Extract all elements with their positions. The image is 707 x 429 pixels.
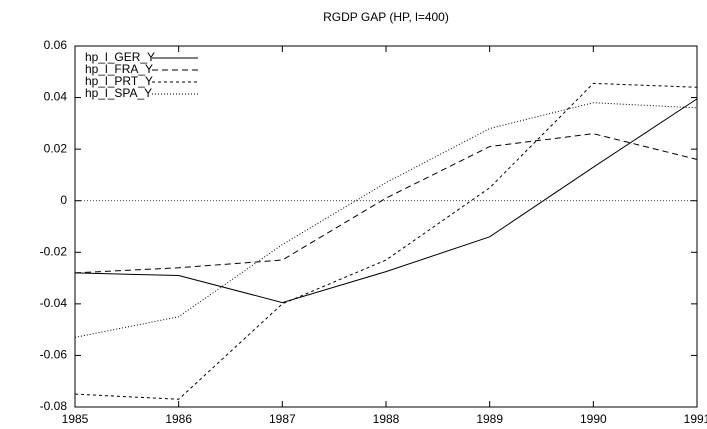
chart-title: RGDP GAP (HP, l=400)	[323, 10, 449, 24]
y-tick-label: -0.02	[40, 244, 68, 258]
x-tick-label: 1988	[373, 412, 400, 426]
y-tick-label: -0.06	[40, 348, 68, 362]
x-tick-label: 1991	[684, 412, 707, 426]
x-tick-label: 1990	[580, 412, 607, 426]
y-tick-label: -0.08	[40, 399, 68, 413]
legend-label: hp_l_FRA_Y	[85, 62, 153, 76]
y-tick-label: 0	[60, 193, 67, 207]
x-tick-label: 1986	[165, 412, 192, 426]
series-line	[74, 82, 698, 400]
y-tick-label: 0.02	[44, 141, 68, 155]
x-tick-label: 1985	[62, 412, 89, 426]
legend-label: hp_l_SPA_Y	[85, 86, 152, 100]
x-tick-label: 1987	[269, 412, 296, 426]
plot-frame	[74, 45, 698, 408]
series-line	[74, 133, 698, 274]
y-tick-label: 0.04	[44, 90, 68, 104]
x-tick-label: 1989	[476, 412, 503, 426]
y-tick-label: -0.04	[40, 296, 68, 310]
legend-label: hp_l_GER_Y	[85, 50, 155, 64]
series-line	[74, 102, 698, 338]
series-line	[74, 98, 698, 304]
legend-label: hp_l_PRT_Y	[85, 74, 153, 88]
y-tick-label: 0.06	[44, 38, 68, 52]
